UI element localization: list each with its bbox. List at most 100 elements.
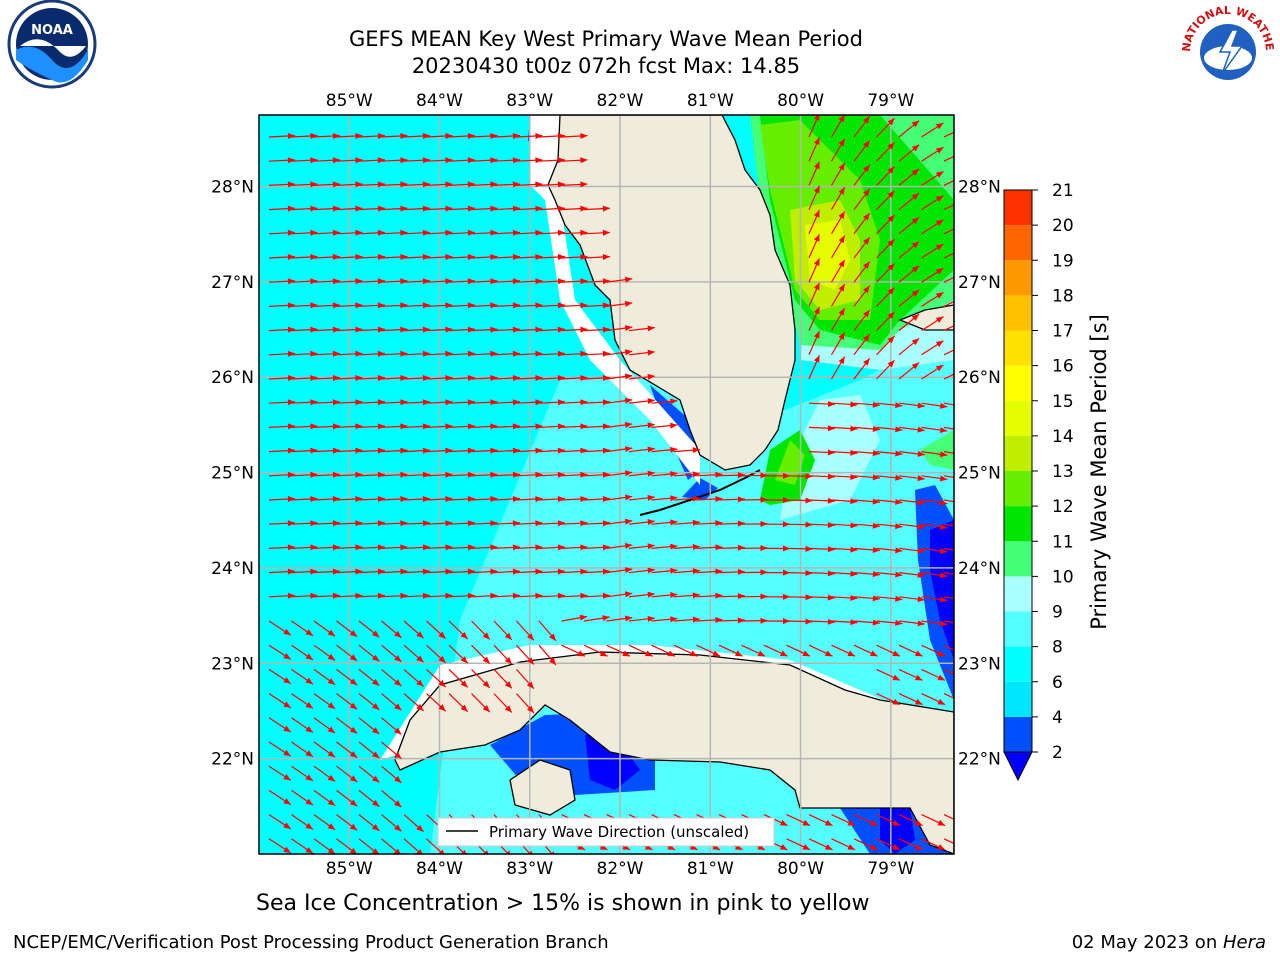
- wave-arrow: [538, 644, 557, 666]
- wave-arrow: [921, 572, 948, 579]
- wave-arrow: [268, 375, 295, 382]
- wave-arrow: [853, 357, 871, 380]
- wave-arrow: [696, 616, 723, 623]
- wave-arrow: [628, 644, 653, 657]
- wave-arrow: [583, 205, 610, 212]
- wave-arrow: [358, 668, 380, 687]
- wave-arrow: [651, 644, 676, 657]
- colorbar-bin: [1004, 471, 1032, 507]
- wave-arrow: [583, 302, 610, 309]
- wave-arrow: [291, 789, 314, 806]
- wave-arrow: [291, 181, 318, 188]
- wave-arrow: [516, 544, 543, 551]
- wave-arrow: [336, 644, 358, 662]
- noaa-logo-text: NOAA: [31, 23, 73, 38]
- wave-arrow: [426, 496, 453, 503]
- colorbar-tick-label: 4: [1052, 708, 1063, 728]
- wave-arrow: [268, 399, 295, 406]
- wave-arrow: [268, 326, 295, 333]
- lon-tick-label-top: 80°W: [777, 91, 824, 111]
- colorbar-tick-label: 17: [1052, 322, 1074, 342]
- wave-arrow: [448, 668, 469, 688]
- colorbar-label: Primary Wave Mean Period [s]: [1087, 314, 1111, 630]
- wave-arrow: [268, 205, 295, 212]
- wave-arrow: [651, 495, 678, 502]
- period-region-straits-lime: [775, 440, 805, 485]
- wave-arrow: [336, 496, 363, 503]
- colorbar-bin: [1004, 611, 1032, 647]
- wave-arrow: [898, 216, 920, 235]
- wave-arrow: [291, 496, 318, 503]
- wave-arrow: [336, 668, 358, 686]
- colorbar-tick-label: 16: [1052, 357, 1074, 377]
- wave-arrow: [381, 326, 408, 333]
- wave-arrow: [516, 157, 543, 164]
- wave-arrow: [853, 619, 880, 626]
- wave-arrow: [403, 278, 430, 285]
- wave-arrow: [718, 593, 746, 600]
- wave-arrow: [831, 449, 858, 456]
- wave-arrow: [426, 520, 453, 527]
- wave-arrow: [808, 644, 833, 657]
- wave-arrow: [381, 717, 402, 735]
- wave-arrow: [921, 644, 946, 657]
- wave-arrow: [426, 254, 453, 261]
- wave-arrow: [943, 252, 954, 259]
- wave-arrow: [786, 497, 813, 504]
- wave-arrow: [493, 471, 520, 478]
- wave-arrow: [876, 426, 903, 433]
- wave-arrow: [358, 447, 385, 454]
- wave-arrow: [291, 326, 318, 333]
- wave-arrow: [808, 838, 833, 851]
- lon-tick-label-bottom: 80°W: [777, 859, 824, 879]
- wave-arrow: [673, 568, 700, 575]
- wave-arrow: [853, 309, 871, 331]
- wave-arrow: [853, 498, 880, 505]
- wave-arrow: [628, 567, 655, 574]
- wave-arrow: [358, 789, 380, 808]
- wave-arrow: [448, 520, 475, 527]
- wave-arrow: [943, 523, 954, 527]
- wave-arrow: [358, 592, 385, 599]
- wave-arrow: [493, 544, 520, 551]
- wave-arrow: [943, 325, 954, 332]
- wave-arrow: [358, 520, 385, 527]
- wave-arrow: [561, 229, 588, 236]
- wave-arrow: [358, 814, 380, 832]
- wave-arrow: [403, 229, 430, 236]
- colorbar-under-arrow: [1003, 751, 1033, 782]
- wave-arrow: [808, 570, 836, 577]
- colorbar: 2 4 6 8 9 10 11 12 13 14 15 16 17 18 19 20 21: [1003, 181, 1074, 782]
- wave-arrow: [291, 838, 314, 854]
- wave-arrow: [471, 205, 498, 212]
- wave-arrow: [313, 229, 340, 236]
- wave-arrow: [921, 243, 944, 259]
- period-region-east-green: [920, 430, 954, 470]
- wave-arrow: [471, 447, 498, 454]
- wave-arrow: [268, 668, 292, 685]
- wave-arrow: [830, 283, 846, 307]
- period-region-2s-cuba: [585, 735, 640, 790]
- wave-arrow: [853, 115, 871, 138]
- lat-tick-label-right: 28°N: [958, 178, 1001, 198]
- wave-arrow: [696, 495, 723, 502]
- wave-arrow: [313, 568, 340, 575]
- wave-arrow: [268, 592, 295, 599]
- wave-arrow: [943, 204, 954, 211]
- wave-arrow: [831, 619, 858, 626]
- wave-arrow: [898, 475, 925, 482]
- wave-arrow: [381, 133, 408, 140]
- wave-arrow: [313, 302, 340, 309]
- wave-arrow: [336, 423, 363, 430]
- wave-arrow: [516, 302, 543, 309]
- wave-arrow: [381, 544, 408, 551]
- wave-arrow: [876, 335, 895, 356]
- wave-arrow: [381, 765, 402, 784]
- wave-arrow: [403, 181, 430, 188]
- wave-arrow: [313, 496, 340, 503]
- credit-line: NCEP/EMC/Verification Post Processing Pr…: [13, 932, 609, 953]
- wave-arrow: [336, 447, 363, 454]
- wave-arrow: [516, 133, 543, 140]
- wave-arrow: [696, 592, 723, 599]
- wave-arrow: [516, 620, 535, 641]
